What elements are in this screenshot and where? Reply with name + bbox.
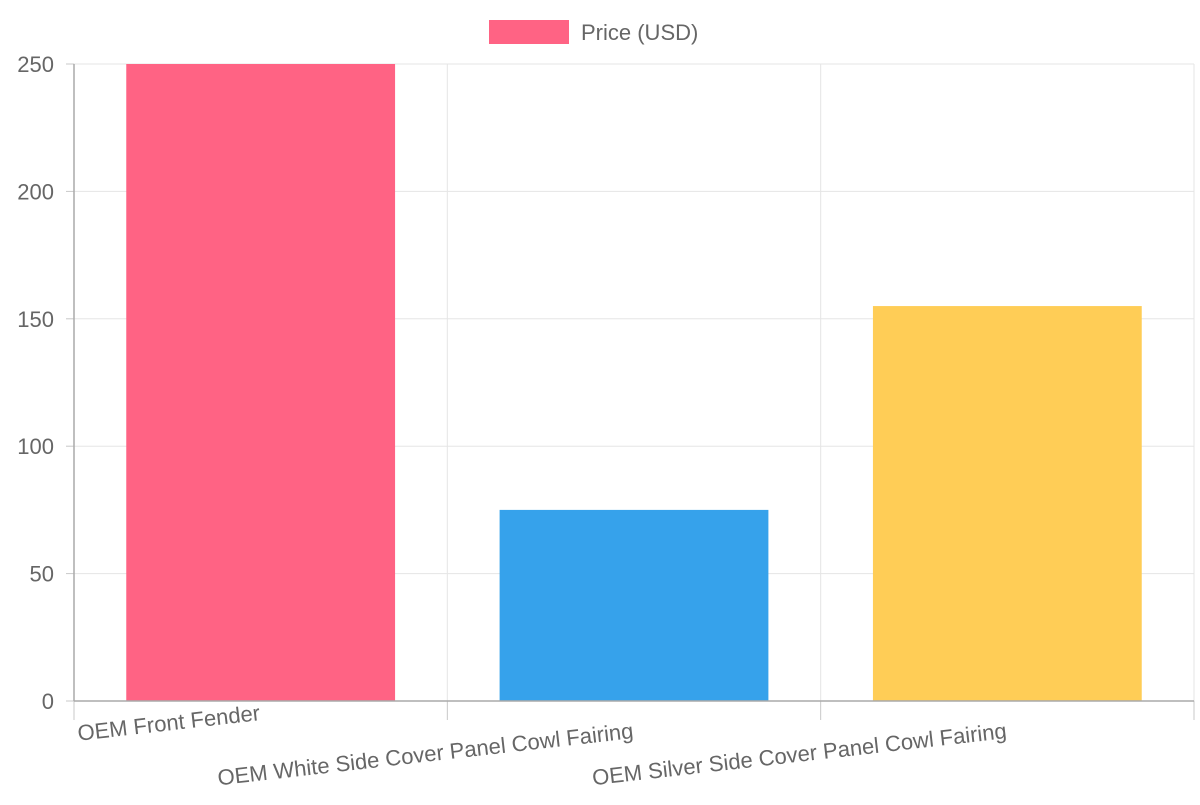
legend[interactable]: Price (USD) — [489, 20, 698, 45]
y-tick-label: 0 — [42, 689, 54, 714]
y-tick-label: 100 — [17, 434, 54, 459]
legend-label[interactable]: Price (USD) — [581, 20, 698, 45]
x-tick-label: OEM Silver Side Cover Panel Cowl Fairing — [591, 718, 1008, 790]
y-tick-label: 150 — [17, 307, 54, 332]
y-tick-label: 250 — [17, 52, 54, 77]
y-tick-label: 50 — [30, 562, 54, 587]
bar[interactable] — [126, 64, 396, 701]
x-tick-label: OEM Front Fender — [76, 700, 261, 746]
x-tick-label: OEM White Side Cover Panel Cowl Fairing — [216, 718, 634, 790]
legend-swatch[interactable] — [489, 20, 569, 44]
y-tick-label: 200 — [17, 179, 54, 204]
bar-layer — [126, 64, 1142, 701]
bar[interactable] — [872, 306, 1142, 701]
bar[interactable] — [499, 509, 769, 701]
